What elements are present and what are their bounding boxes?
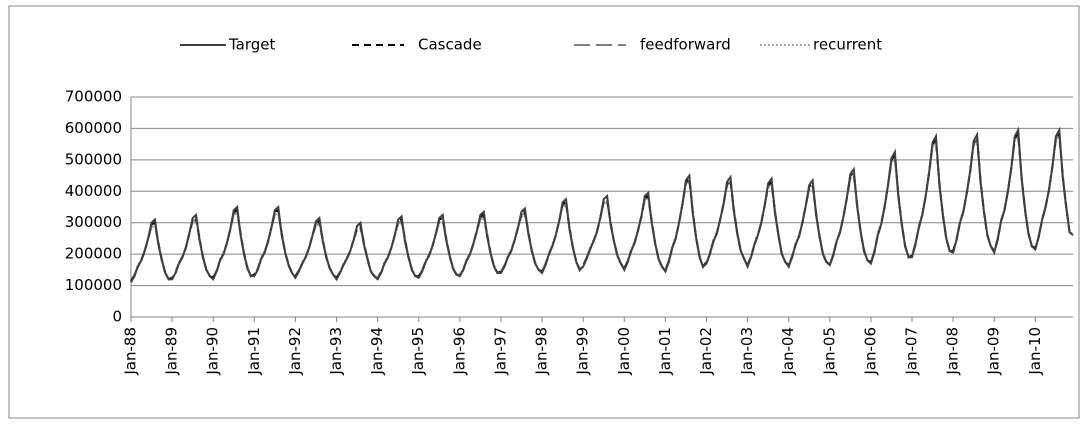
x-tick-label: Jan-00 (615, 327, 633, 376)
x-tick-label: Jan-98 (533, 327, 551, 376)
legend-label: Cascade (418, 36, 482, 54)
x-tick-label: Jan-93 (327, 327, 345, 376)
x-tick-label: Jan-06 (861, 327, 879, 376)
y-tick-label: 500000 (65, 150, 122, 168)
x-tick-label: Jan-89 (163, 327, 181, 376)
x-tick-label: Jan-02 (697, 327, 715, 376)
legend-label: feedforward (640, 36, 731, 54)
x-tick-label: Jan-01 (656, 327, 674, 376)
y-tick-label: 300000 (65, 213, 122, 231)
y-tick-label: 700000 (65, 88, 122, 106)
x-tick-label: Jan-99 (574, 327, 592, 376)
x-tick-label: Jan-88 (122, 327, 140, 376)
legend-label: Target (228, 36, 276, 54)
x-tick-label: Jan-07 (903, 327, 921, 376)
y-tick-label: 100000 (65, 276, 122, 294)
x-tick-label: Jan-10 (1026, 327, 1044, 376)
series-line (130, 126, 1074, 283)
legend-label: recurrent (813, 36, 882, 54)
x-tick-label: Jan-97 (491, 327, 509, 376)
x-tick-label: Jan-96 (450, 327, 468, 376)
x-tick-label: Jan-90 (204, 327, 222, 376)
x-tick-label: Jan-95 (409, 327, 427, 376)
legend: Target Cascade feedforward recurrent (180, 36, 882, 54)
x-tick-label: Jan-08 (944, 327, 962, 376)
y-tick-label: 600000 (65, 119, 122, 137)
x-tick-label: Jan-04 (779, 327, 797, 376)
x-tick-label: Jan-91 (245, 327, 263, 376)
y-tick-label: 400000 (65, 182, 122, 200)
x-tick-label: Jan-09 (985, 327, 1003, 376)
x-tick-label: Jan-05 (820, 327, 838, 376)
x-tick-label: Jan-92 (286, 327, 304, 376)
y-tick-label: 0 (112, 308, 122, 326)
x-tick-label: Jan-03 (738, 327, 756, 376)
x-tick-label: Jan-94 (368, 327, 386, 376)
y-tick-label: 200000 (65, 245, 122, 263)
